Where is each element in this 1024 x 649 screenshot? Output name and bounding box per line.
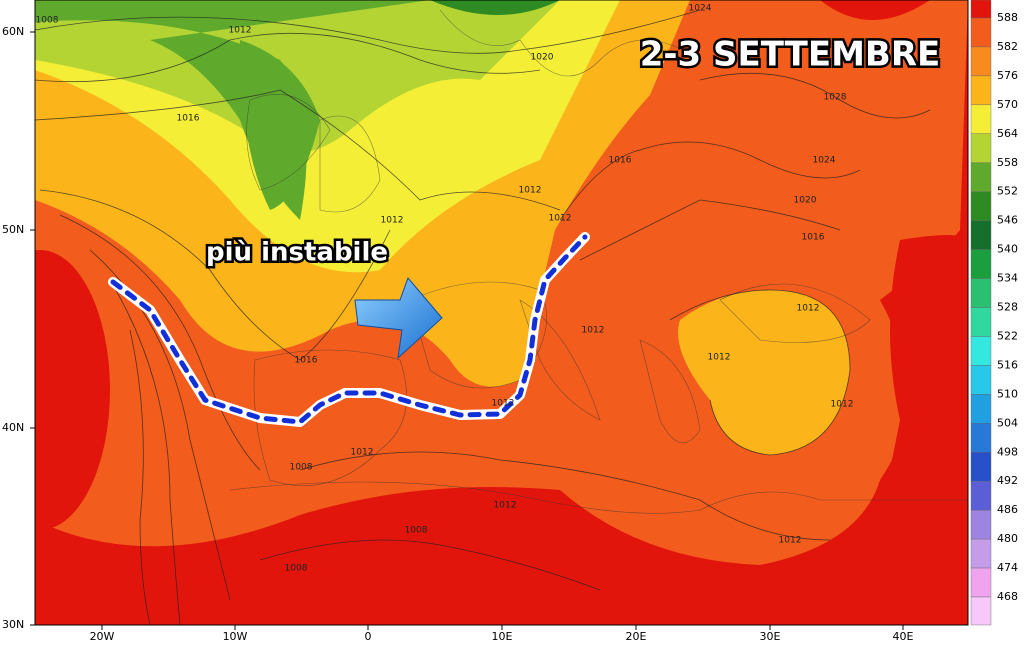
lat-label: 30N <box>2 618 24 631</box>
colorbar-cell <box>970 538 992 569</box>
isobar-label: 1020 <box>531 53 554 63</box>
map-fields <box>35 0 968 625</box>
isobar-label: 1008 <box>290 463 313 473</box>
colorbar-label: 540 <box>997 243 1018 256</box>
colorbar-cell <box>970 162 992 192</box>
colorbar-cell <box>970 452 992 482</box>
isobar-label: 1016 <box>609 156 632 166</box>
colorbar-cell <box>970 249 992 279</box>
isobar-label: 1016 <box>295 356 318 366</box>
colorbar-cell <box>970 104 992 134</box>
isobar-label: 1008 <box>285 564 308 574</box>
colorbar-label: 498 <box>997 445 1018 458</box>
colorbar-cell <box>970 307 992 337</box>
isobar-label: 1012 <box>779 536 802 546</box>
isobar-label: 1028 <box>824 93 847 103</box>
colorbar-label: 528 <box>997 301 1018 314</box>
colorbar-cell <box>970 567 992 598</box>
colorbar-label: 534 <box>997 272 1018 285</box>
colorbar-label: 546 <box>997 214 1018 227</box>
colorbar-label: 474 <box>997 561 1018 574</box>
colorbar-label: 480 <box>997 532 1018 545</box>
colorbar-label: 576 <box>997 69 1018 82</box>
isobar-label: 1008 <box>405 526 428 536</box>
isobar-label: 1012 <box>492 399 515 409</box>
colorbar-label: 588 <box>997 11 1018 24</box>
isobar-label: 1008 <box>36 16 59 26</box>
lon-label: 10E <box>492 630 513 643</box>
colorbar-label: 486 <box>997 503 1018 516</box>
isobar-label: 1012 <box>494 501 517 511</box>
map-title: 2-3 SETTEMBRE <box>640 35 941 75</box>
isobar-label: 1012 <box>519 186 542 196</box>
colorbar-cell <box>970 596 992 626</box>
isobar-label: 1012 <box>229 26 252 36</box>
colorbar-label: 510 <box>997 387 1018 400</box>
colorbar-label: 564 <box>997 127 1018 140</box>
lon-label: 30E <box>760 630 781 643</box>
isobar-label: 1012 <box>797 304 820 314</box>
isobar-label: 1012 <box>708 353 731 363</box>
lon-label: 0 <box>365 630 372 643</box>
annotation: più instabile <box>206 238 388 268</box>
lat-label: 60N <box>2 25 24 38</box>
colorbar-label: 582 <box>997 40 1018 53</box>
unstable-line <box>108 232 590 427</box>
colorbar-cell <box>970 423 992 453</box>
isobar-label: 1012 <box>582 326 605 336</box>
lon-label: 20E <box>626 630 647 643</box>
colorbar-cell <box>970 191 992 221</box>
colorbar-cell <box>970 336 992 366</box>
colorbar-cell <box>970 509 992 540</box>
colorbar-label: 468 <box>997 590 1018 603</box>
isobar-label: 1016 <box>177 114 200 124</box>
colorbar-label: 522 <box>997 329 1018 342</box>
colorbar: 588 582 576 570 564 558 552 546 540 534 528 522 516 5… <box>970 0 1018 626</box>
colorbar-label: 504 <box>997 416 1018 429</box>
colorbar-cell <box>970 0 992 19</box>
isobar-label: 1012 <box>351 448 374 458</box>
colorbar-label: 570 <box>997 98 1018 111</box>
colorbar-cell <box>970 220 992 250</box>
isobar-label: 1012 <box>381 216 404 226</box>
colorbar-cell <box>970 133 992 163</box>
colorbar-label: 516 <box>997 358 1018 371</box>
isobar-label: 1016 <box>802 233 825 243</box>
colorbar-cell <box>970 278 992 308</box>
colorbar-cell <box>970 365 992 395</box>
colorbar-cell <box>970 481 992 511</box>
colorbar-label: 552 <box>997 185 1018 198</box>
isobar-label: 1024 <box>813 156 836 166</box>
direction-arrow <box>354 277 443 360</box>
colorbar-label: 558 <box>997 156 1018 169</box>
lat-label: 50N <box>2 223 24 236</box>
colorbar-cell <box>970 394 992 424</box>
colorbar-cell <box>970 75 992 106</box>
lon-label: 20W <box>90 630 115 643</box>
colorbar-cell <box>970 17 992 48</box>
lat-label: 40N <box>2 421 24 434</box>
lon-label: 40E <box>893 630 914 643</box>
isobar-label: 1012 <box>549 214 572 224</box>
isobar-label: 1012 <box>831 400 854 410</box>
isobar-label: 1024 <box>689 4 712 14</box>
colorbar-label: 492 <box>997 474 1018 487</box>
colorbar-cell <box>970 46 992 77</box>
lon-label: 10W <box>223 630 248 643</box>
isobar-label: 1020 <box>794 196 817 206</box>
